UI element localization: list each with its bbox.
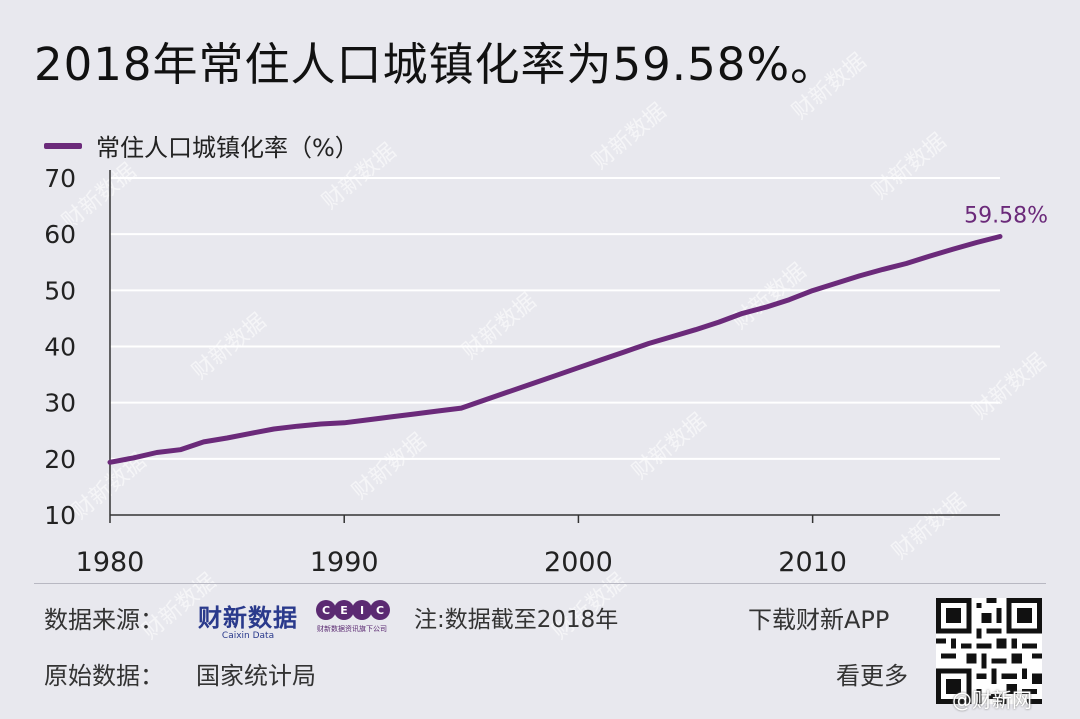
legend-swatch	[44, 142, 82, 149]
caixin-data-logo: 财新数据 Caixin Data	[198, 598, 298, 641]
series-line	[107, 234, 1003, 465]
y-tick-label: 40	[44, 333, 76, 362]
y-tick-label: 70	[44, 164, 76, 193]
legend: 常住人口城镇化率（%）	[44, 128, 359, 163]
chart-title: 2018年常住人口城镇化率为59.58%。	[34, 38, 837, 91]
x-tick-label: 1990	[310, 547, 379, 578]
qr-code[interactable]	[936, 598, 1042, 704]
y-tick-label: 50	[44, 276, 76, 305]
watermark-text: 财新数据	[458, 289, 541, 365]
watermark-text: 财新数据	[318, 139, 401, 215]
original-data-value: 国家统计局	[196, 662, 316, 690]
original-data-label: 原始数据：	[44, 662, 164, 690]
ceic-logo: C E I C 财新数据资讯旗下公司	[316, 600, 390, 634]
watermark-text: 财新数据	[868, 129, 951, 205]
caixin-logo-sub: Caixin Data	[221, 631, 275, 641]
y-tick-label: 60	[44, 220, 76, 249]
see-more-text: 看更多	[836, 662, 908, 690]
watermark-text: 财新数据	[888, 489, 971, 565]
watermark-text: 财新数据	[968, 349, 1051, 425]
ceic-letter: I	[352, 600, 372, 620]
legend-label: 常住人口城镇化率（%）	[96, 134, 359, 162]
watermark-text: 财新数据	[628, 409, 711, 485]
x-tick-label: 2010	[778, 547, 847, 578]
ceic-sub: 财新数据资讯旗下公司	[317, 625, 387, 633]
ceic-letter: E	[334, 600, 354, 620]
weibo-handle: @财新网	[952, 688, 1032, 712]
y-tick-label: 10	[44, 501, 76, 530]
download-app-text: 下载财新APP	[748, 606, 890, 634]
watermark-text: 财新数据	[588, 99, 671, 175]
watermark-text: 财新数据	[348, 429, 431, 505]
y-tick-label: 30	[44, 389, 76, 418]
data-note: 注:数据截至2018年	[414, 607, 619, 633]
footer-divider	[34, 583, 1046, 584]
source-label: 数据来源：	[44, 606, 164, 634]
watermark-text: 财新数据	[788, 49, 871, 125]
x-tick-label: 1980	[76, 547, 145, 578]
ceic-letter: C	[370, 600, 390, 620]
data-label: 59.58%	[964, 204, 1048, 229]
caixin-logo-text: 财新数据	[198, 604, 298, 632]
ceic-letter: C	[316, 600, 336, 620]
y-tick-label: 20	[44, 445, 76, 474]
x-tick-label: 2000	[544, 547, 613, 578]
